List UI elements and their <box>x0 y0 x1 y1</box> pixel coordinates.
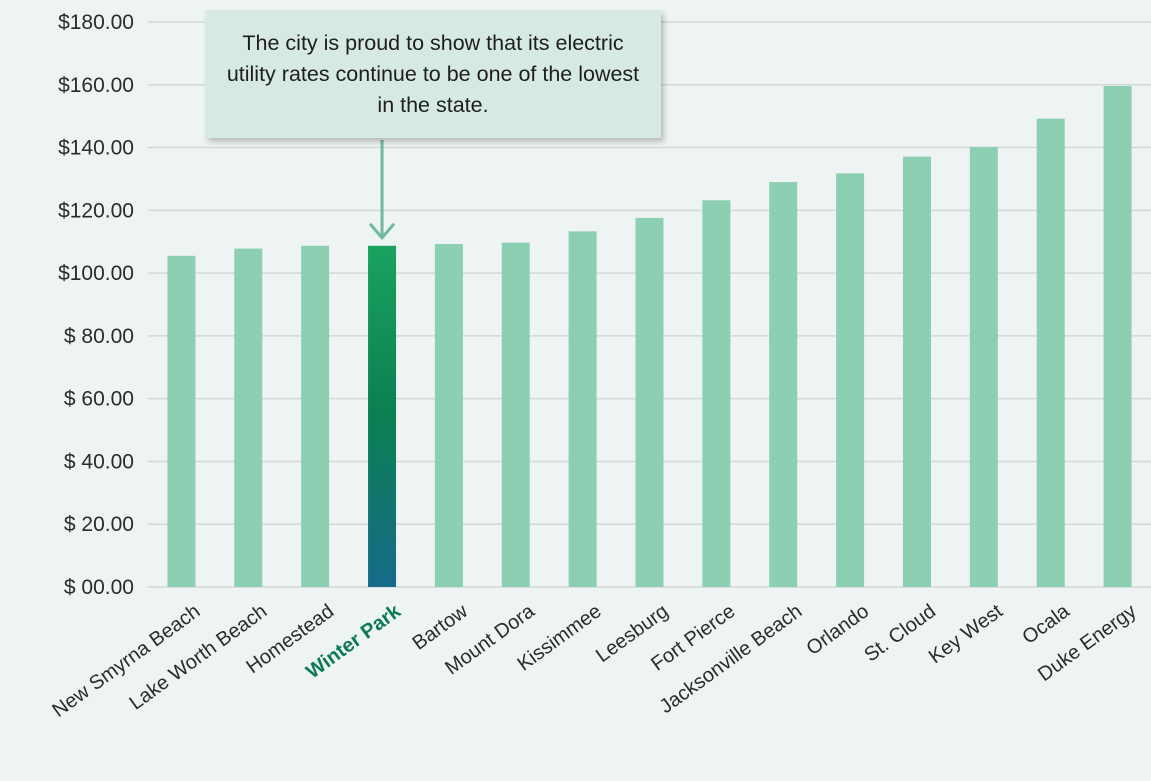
bar <box>301 245 330 587</box>
y-tick-label: $160.00 <box>58 74 134 97</box>
y-axis-ticks: $ 00.00 $ 20.00 $ 40.00 $ 60.00 $ 80.00 $100.… <box>58 11 134 599</box>
y-tick-label: $120.00 <box>58 199 134 222</box>
y-tick-label: $ 00.00 <box>64 576 134 599</box>
bar <box>568 231 597 587</box>
x-tick-label: Ocala <box>1018 600 1074 649</box>
y-tick-label: $ 20.00 <box>64 513 134 536</box>
bars <box>167 86 1132 588</box>
y-tick-label: $140.00 <box>58 137 134 160</box>
bar <box>769 182 798 588</box>
bar <box>234 248 263 587</box>
x-tick-label: St. Cloud <box>860 600 939 666</box>
x-tick-label: Key West <box>925 600 1007 668</box>
bar <box>969 146 998 587</box>
bar <box>635 217 664 587</box>
arrow-head <box>368 222 396 241</box>
y-tick-label: $ 80.00 <box>64 325 134 348</box>
bar <box>702 200 731 588</box>
bar <box>902 156 931 588</box>
y-tick-label: $100.00 <box>58 262 134 285</box>
bar <box>1103 86 1132 588</box>
bar <box>167 255 196 587</box>
bar <box>501 242 530 588</box>
bar <box>836 173 865 588</box>
y-tick-label: $ 40.00 <box>64 450 134 473</box>
bar <box>434 243 463 588</box>
y-tick-label: $ 60.00 <box>64 388 134 411</box>
bar-highlight <box>368 245 397 587</box>
annotation-callout: The city is proud to show that its elect… <box>205 10 661 138</box>
bar <box>1036 118 1065 587</box>
annotation-text: The city is proud to show that its elect… <box>226 30 640 117</box>
annotation-arrow <box>368 140 396 241</box>
y-tick-label: $180.00 <box>58 11 134 34</box>
